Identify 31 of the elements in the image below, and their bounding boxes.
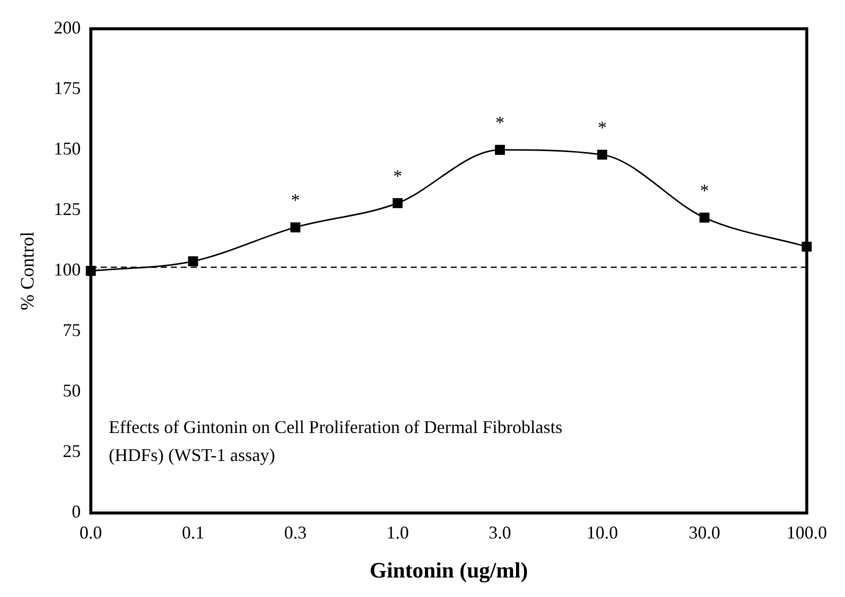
annotation: * xyxy=(495,112,504,133)
point xyxy=(494,144,505,155)
annotation: Effects of Gintonin on Cell Proliferation of Dermal Fibroblasts (HDFs) (WST-1 assay) xyxy=(108,417,562,465)
x-tick-label: 0.3 xyxy=(284,522,307,543)
point xyxy=(188,256,198,266)
point xyxy=(290,222,300,232)
point xyxy=(392,198,403,208)
point xyxy=(597,150,608,160)
x-tick-label: 0.0 xyxy=(80,522,102,543)
y-tick-label: 175 xyxy=(54,78,81,98)
y-tick-label: 0 xyxy=(72,502,81,522)
x-tick-label: 0.1 xyxy=(182,522,204,543)
y-tick-label: 150 xyxy=(54,138,81,159)
annotation: * xyxy=(598,117,607,138)
x-tick-label: 1.0 xyxy=(386,522,409,543)
annotation: * xyxy=(290,190,300,210)
y-tick-label: 100 xyxy=(54,260,81,280)
y-axis-title: % Control xyxy=(17,232,38,310)
x-tick-label: 30.0 xyxy=(688,522,720,543)
y-tick-label: 125 xyxy=(54,199,81,220)
annotation: * xyxy=(700,180,709,200)
x-tick-label: 100.0 xyxy=(786,522,827,543)
y-tick-label: 50 xyxy=(62,380,81,401)
y-tick-label: 200 xyxy=(54,18,81,38)
point xyxy=(699,212,710,223)
x-tick-label: 3.0 xyxy=(488,522,512,543)
y-tick-label: 25 xyxy=(62,441,81,462)
annotation: * xyxy=(393,166,402,186)
y-tick-label: 75 xyxy=(62,320,81,340)
x-axis-title: Gintonin (ug/ml) xyxy=(370,557,528,582)
x-tick-label: 10.0 xyxy=(586,522,618,543)
